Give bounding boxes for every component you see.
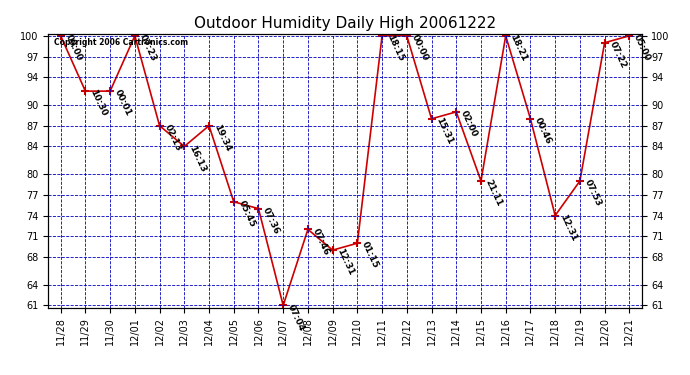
Text: 07:04: 07:04 [286,303,306,332]
Text: 02:00: 02:00 [459,109,479,138]
Text: 15:31: 15:31 [434,116,455,146]
Text: 00:01: 00:01 [113,88,133,118]
Text: 00:00: 00:00 [63,33,83,62]
Text: 16:13: 16:13 [187,144,207,173]
Text: 21:11: 21:11 [484,178,504,208]
Text: 07:46: 07:46 [310,226,331,256]
Text: 01:15: 01:15 [360,240,380,270]
Text: 18:15: 18:15 [385,33,405,63]
Text: 00:00: 00:00 [410,33,430,62]
Text: 07:53: 07:53 [582,178,603,208]
Text: 12:31: 12:31 [335,248,355,277]
Title: Outdoor Humidity Daily High 20061222: Outdoor Humidity Daily High 20061222 [194,16,496,31]
Text: 18:21: 18:21 [509,33,529,63]
Text: 07:23: 07:23 [137,33,158,63]
Text: 05:45: 05:45 [237,199,257,229]
Text: 10:30: 10:30 [88,88,108,118]
Text: 12:31: 12:31 [558,213,578,243]
Text: 07:36: 07:36 [262,206,282,236]
Text: 05:00: 05:00 [632,33,652,63]
Text: 00:46: 00:46 [533,116,553,146]
Text: 02:13: 02:13 [162,123,183,153]
Text: 07:22: 07:22 [607,40,628,70]
Text: Copyright 2006 Cartronics.com: Copyright 2006 Cartronics.com [55,38,188,47]
Text: 19:34: 19:34 [212,123,232,153]
